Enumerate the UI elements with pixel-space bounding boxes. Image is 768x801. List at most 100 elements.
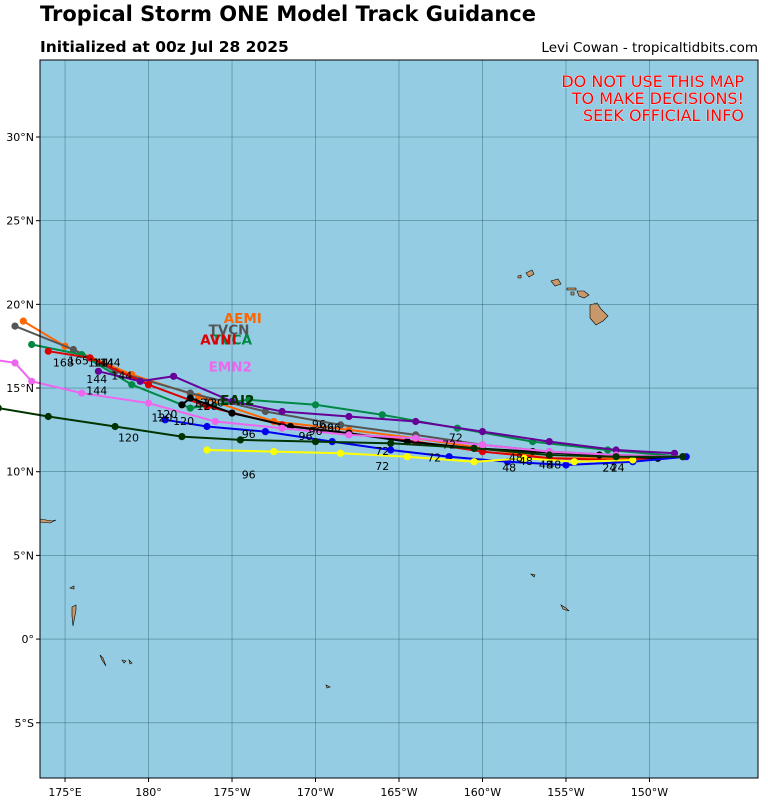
forecast-hour-label: 144 <box>88 356 109 369</box>
track-point <box>612 446 620 454</box>
forecast-hour-label: 96 <box>309 425 323 438</box>
forecast-hour-label: 96 <box>299 430 313 443</box>
track-point <box>412 434 420 442</box>
model-label-tvcn: TVCN <box>209 323 250 339</box>
track-point <box>78 389 86 397</box>
track-point <box>545 451 553 459</box>
track-point <box>311 438 320 446</box>
forecast-hour-label: 72 <box>449 432 463 445</box>
track-point <box>0 404 2 412</box>
track-point <box>144 381 153 389</box>
forecast-hour-label: 120 <box>203 396 224 409</box>
track-point <box>337 421 345 429</box>
track-point <box>203 422 211 431</box>
forecast-hour-label: 96 <box>320 422 334 435</box>
track-point <box>562 461 570 469</box>
atoll <box>325 684 331 689</box>
forecast-hour-label: 72 <box>442 438 456 451</box>
track-point <box>387 446 395 454</box>
forecast-hour-label: 144 <box>100 356 121 369</box>
island-kauai <box>525 269 535 278</box>
track-emxi <box>203 446 637 466</box>
forecast-hour-label: 72 <box>375 460 389 473</box>
forecast-hour-label: 48 <box>502 462 516 475</box>
atoll <box>560 604 570 612</box>
track-point <box>337 449 345 457</box>
track-point <box>178 433 186 441</box>
track-point <box>478 441 487 449</box>
island-molokai <box>566 287 577 291</box>
atoll <box>99 654 107 667</box>
forecast-hour-label: 120 <box>193 396 214 409</box>
track-point <box>612 453 620 461</box>
track-point <box>186 389 194 397</box>
forecast-hour-label: 48 <box>547 458 561 471</box>
map-title: Tropical Storm ONE Model Track Guidance <box>40 2 536 26</box>
model-label-emn2: EMN2 <box>209 359 252 375</box>
latitude-axis: 5°S 0° 5°N 10°N 15°N 20°N 25°N 30°N <box>6 131 40 730</box>
lat-tick-label: 20°N <box>6 298 34 311</box>
track-point <box>44 412 52 421</box>
track-point <box>128 381 136 389</box>
lat-tick-label: 0° <box>22 633 35 646</box>
track-point <box>278 407 286 416</box>
island-oahu <box>550 278 562 287</box>
warning-line-2: TO MAKE DECISIONS! <box>571 89 744 108</box>
track-point <box>19 317 27 325</box>
track-point <box>228 409 236 417</box>
track-point <box>11 322 19 330</box>
forecast-hour-label: 168 <box>53 356 74 369</box>
lat-tick-label: 10°N <box>6 466 34 479</box>
track-nvgm <box>161 416 690 469</box>
forecast-hour-label: 24 <box>611 462 625 475</box>
track-point <box>387 439 395 447</box>
track-point <box>69 345 77 354</box>
track-point <box>345 412 353 421</box>
atoll <box>128 659 133 665</box>
forecast-hour-label: 24 <box>602 462 616 475</box>
forecast-hour-label: 144 <box>111 370 132 383</box>
track-point <box>378 411 386 419</box>
track-point <box>470 458 478 466</box>
graticule <box>40 60 758 778</box>
atoll <box>121 659 127 664</box>
track-point <box>144 399 153 407</box>
warning-line-3: SEEK OFFICIAL INFO <box>583 106 744 125</box>
track-cmc <box>94 367 679 457</box>
track-point <box>403 453 411 461</box>
island-hawaii <box>589 302 609 326</box>
lat-tick-label: 15°N <box>6 382 34 395</box>
forecast-hour-label: 48 <box>519 455 533 468</box>
track-point <box>178 401 186 409</box>
forecast-hour-label: 144 <box>86 373 107 386</box>
lon-tick-label: 155°W <box>547 786 584 799</box>
lon-tick-label: 165°W <box>380 786 417 799</box>
forecast-hour-label: 120 <box>156 408 177 421</box>
forecast-hour-label: 120 <box>118 432 139 445</box>
lat-tick-label: 25°N <box>6 215 34 228</box>
track-point <box>11 359 19 367</box>
atoll <box>69 585 75 590</box>
forecast-hour-label: 72 <box>375 445 389 458</box>
track-line <box>165 418 687 466</box>
lon-tick-label: 175°E <box>48 786 81 799</box>
track-point <box>28 340 36 349</box>
track-point <box>136 377 144 385</box>
forecast-hour-label: 144 <box>86 385 107 398</box>
track-point <box>245 396 253 404</box>
atoll <box>530 573 536 578</box>
lat-tick-label: 5°S <box>15 717 34 730</box>
track-point <box>228 397 236 405</box>
track-point <box>470 444 478 452</box>
lon-tick-label: 150°W <box>631 786 668 799</box>
track-point <box>412 417 420 426</box>
longitude-axis: 175°E 180° 175°W 170°W 165°W 160°W 155°W 150°W <box>48 778 668 799</box>
initialization-time: Initialized at 00z Jul 28 2025 <box>40 38 289 56</box>
track-point <box>270 448 278 456</box>
forecast-hour-label: 96 <box>312 418 326 431</box>
lat-tick-label: 30°N <box>6 131 34 144</box>
track-point <box>170 372 178 380</box>
forecast-hour-label: 96 <box>242 468 256 481</box>
track-point <box>278 424 286 432</box>
track-point <box>670 449 679 457</box>
